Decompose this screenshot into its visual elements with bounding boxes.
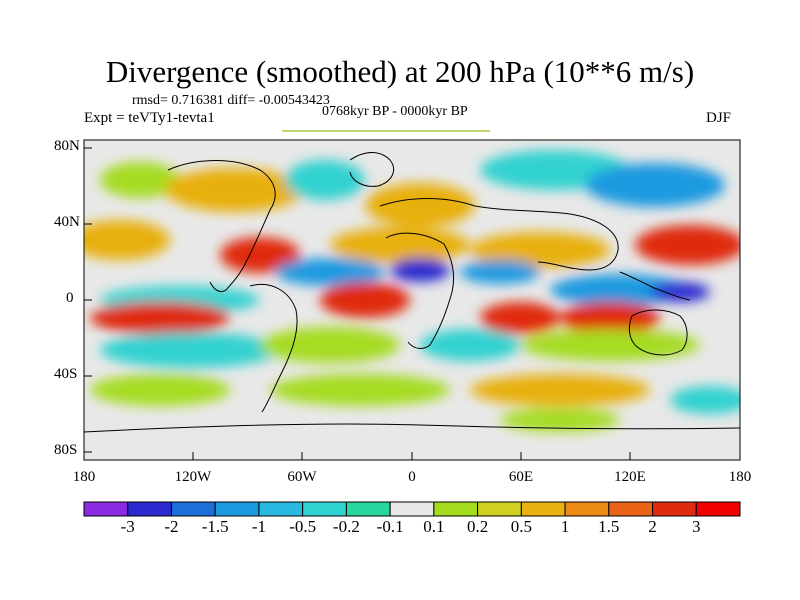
colorbar-swatch bbox=[389, 501, 435, 517]
field-patch bbox=[670, 386, 740, 414]
field-patch bbox=[470, 232, 610, 268]
season-label: DJF bbox=[706, 110, 732, 126]
field-patch bbox=[320, 282, 410, 318]
colorbar-swatch bbox=[345, 501, 391, 517]
colorbar-label: -0.1 bbox=[376, 517, 404, 536]
field-patch bbox=[90, 302, 230, 334]
colorbar-label: 0.1 bbox=[423, 517, 445, 536]
colorbar-label: -2 bbox=[164, 517, 179, 536]
north-america-coast bbox=[167, 160, 276, 293]
australia-coast bbox=[628, 309, 688, 356]
experiment-label: Expt = teVTy1-tevta1 bbox=[84, 110, 215, 126]
field-patch bbox=[550, 274, 690, 306]
colorbar-swatch bbox=[652, 501, 697, 517]
field-patch bbox=[500, 408, 620, 432]
colorbar-label: 0.5 bbox=[510, 517, 532, 536]
colorbar-label: 0.2 bbox=[466, 517, 489, 536]
field-patch bbox=[275, 258, 385, 286]
lat-label-80s: 80S bbox=[54, 442, 78, 458]
field-patch bbox=[420, 329, 520, 361]
colorbar-swatch bbox=[433, 501, 479, 517]
lat-label-eq: 0 bbox=[66, 290, 74, 306]
field-patch bbox=[650, 282, 710, 302]
eurasia-coast bbox=[379, 198, 619, 271]
lon-label-0: 0 bbox=[408, 469, 416, 485]
lat-label-40n: 40N bbox=[54, 214, 80, 230]
field-patch bbox=[585, 163, 725, 207]
field-patch bbox=[365, 183, 475, 227]
field-patch bbox=[100, 162, 180, 198]
field-patch bbox=[84, 220, 170, 260]
field-patch bbox=[560, 302, 660, 334]
field-patch bbox=[220, 237, 300, 273]
field-patch bbox=[100, 332, 280, 368]
field-patch bbox=[390, 258, 450, 282]
colorbar-swatch bbox=[127, 501, 172, 517]
colorbar bbox=[83, 501, 741, 517]
stats-text: rmsd= 0.716381 diff= -0.00543423 bbox=[132, 93, 330, 108]
colorbar-label: 1 bbox=[560, 517, 570, 536]
colorbar-swatch bbox=[83, 501, 129, 517]
field-patch bbox=[270, 374, 450, 406]
colorbar-swatch bbox=[564, 501, 610, 517]
field-patch bbox=[165, 168, 305, 212]
colorbar-swatch bbox=[170, 501, 216, 517]
colorbar-swatch bbox=[214, 501, 260, 517]
field-patch bbox=[460, 260, 540, 284]
maritime-continent-coast bbox=[619, 271, 691, 301]
lat-label-40s: 40S bbox=[54, 366, 78, 382]
field-layer bbox=[84, 140, 740, 460]
field-patch bbox=[520, 329, 700, 361]
lon-label-180w: 180 bbox=[72, 469, 96, 485]
lon-label-120w: 120W bbox=[174, 469, 212, 485]
colorbar-label: 3 bbox=[692, 517, 701, 536]
colorbar-swatch bbox=[302, 501, 347, 517]
colorbar-label: 1.5 bbox=[598, 517, 620, 536]
lon-label-60e: 60E bbox=[508, 469, 534, 485]
colorbar-label: -1 bbox=[251, 517, 267, 536]
field-patch bbox=[90, 374, 230, 406]
period-label: 0768kyr BP - 0000kyr BP bbox=[322, 104, 468, 119]
colorbar-swatch bbox=[258, 501, 304, 517]
axis-ticks bbox=[83, 147, 741, 460]
lat-label-80n: 80N bbox=[54, 138, 80, 154]
lon-label-180e: 180 bbox=[728, 469, 752, 485]
colorbar-label: -3 bbox=[120, 517, 135, 536]
colorbar-swatch bbox=[477, 501, 522, 517]
colorbar-label: -0.5 bbox=[289, 517, 317, 536]
chart-title: Divergence (smoothed) at 200 hPa (10**6 … bbox=[105, 54, 695, 89]
field-patch bbox=[470, 374, 650, 406]
field-patch bbox=[635, 225, 740, 265]
field-patch bbox=[330, 227, 470, 263]
smooth-field bbox=[84, 150, 740, 432]
colorbar-label: 2 bbox=[648, 517, 657, 536]
colorbar-swatch bbox=[695, 501, 741, 517]
coastlines bbox=[84, 152, 740, 433]
africa-coast bbox=[385, 232, 455, 349]
colorbar-swatch bbox=[608, 501, 654, 517]
field-patch bbox=[480, 302, 560, 334]
greenland-coast bbox=[349, 152, 394, 187]
colorbar-label: -1.5 bbox=[201, 517, 229, 536]
field-patch bbox=[285, 160, 365, 200]
colorbar-label: -0.2 bbox=[332, 517, 360, 536]
lon-label-60w: 60W bbox=[287, 469, 317, 485]
field-patch bbox=[260, 327, 400, 363]
antarctica-coast bbox=[84, 423, 740, 433]
colorbar-swatch bbox=[520, 501, 566, 517]
lon-label-120e: 120E bbox=[614, 469, 646, 485]
south-america-coast bbox=[249, 284, 298, 413]
